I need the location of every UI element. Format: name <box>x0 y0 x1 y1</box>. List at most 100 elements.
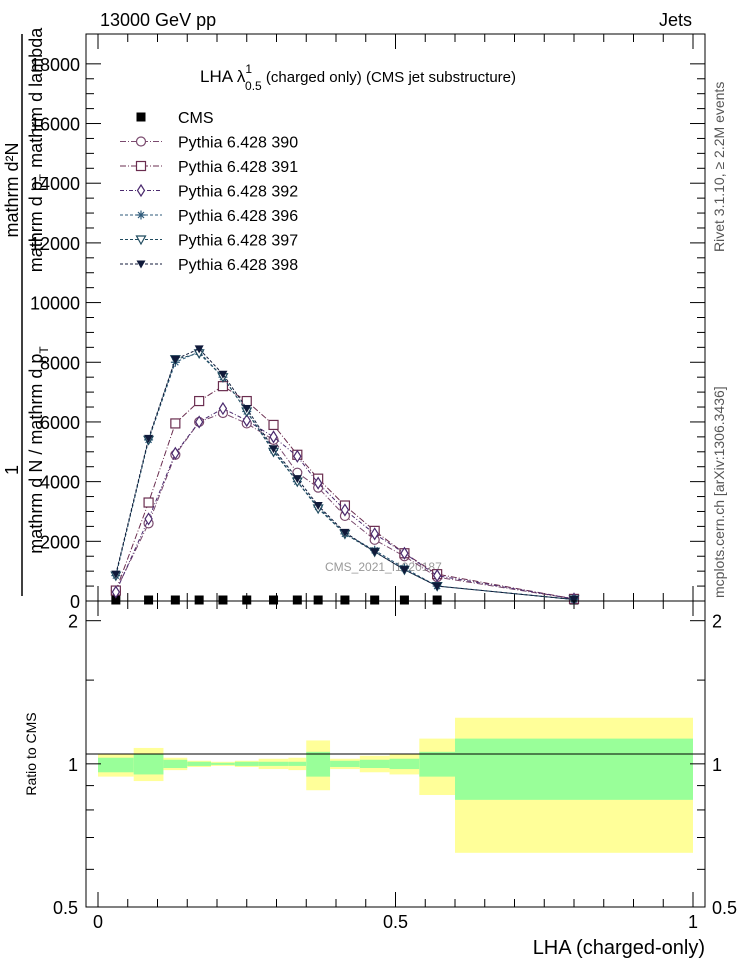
main-y-tick-label: 14000 <box>30 174 80 194</box>
ratio-y-label: Ratio to CMS <box>23 712 39 795</box>
main-y-tick-label: 10000 <box>30 294 80 314</box>
data-point <box>399 566 409 575</box>
mcplots-label: mcplots.cern.ch [arXiv:1306.3436] <box>711 386 727 598</box>
ylabel-denominator: mathrm d pTmathrm d lambda <box>26 27 51 272</box>
data-point <box>399 595 409 605</box>
data-point <box>217 381 229 392</box>
data-point <box>432 595 442 605</box>
ratio-bands <box>98 717 693 853</box>
ratio-band-inner <box>98 757 134 773</box>
x-tick-label: 0 <box>93 912 103 932</box>
header-energy: 13000 GeV pp <box>100 10 216 30</box>
data-point <box>313 476 323 490</box>
legend-marker <box>136 260 146 269</box>
data-point <box>292 475 302 484</box>
data-point <box>432 582 442 591</box>
legend-entry: Pythia 6.428 398 <box>120 257 298 274</box>
legend-marker <box>136 112 146 122</box>
legend-entry: Pythia 6.428 392 <box>120 184 298 201</box>
legend-label: Pythia 6.428 396 <box>178 208 298 225</box>
legend-marker <box>136 210 146 220</box>
ratio-y-tick-label: 2 <box>68 612 78 632</box>
data-point <box>218 370 228 379</box>
data-point <box>194 595 204 605</box>
ratio-band-inner <box>389 758 420 770</box>
main-y-label: 1 mathrm d²N mathrm d pTmathrm d lambda … <box>2 27 51 596</box>
main-y-tick-label: 8000 <box>40 353 80 373</box>
data-point <box>340 595 350 605</box>
plot-title-prefix: LHA λ <box>200 67 246 86</box>
data-point <box>111 570 121 579</box>
data-point <box>194 395 205 407</box>
legend-label: CMS <box>178 110 214 127</box>
ratio-y-tick-label: 0.5 <box>53 898 78 918</box>
legend-label: Pythia 6.428 391 <box>178 159 298 176</box>
data-point <box>218 401 228 416</box>
main-y-ticks: 0 2000 4000 6000 8000 10000 12000 14000 16000 180… <box>30 55 705 612</box>
data-point <box>111 595 121 605</box>
plot-title: LHA λ1 0.5 (charged only) (CMS jet substr… <box>200 62 516 93</box>
series-line <box>115 407 575 600</box>
data-point <box>144 595 154 605</box>
legend-entry: CMS <box>136 110 214 127</box>
data-point <box>170 355 180 364</box>
ratio-y-ticks: 0.5 0.5 1 1 2 2 <box>53 612 737 918</box>
legend-label: Pythia 6.428 392 <box>178 184 298 201</box>
data-point <box>313 595 323 605</box>
data-point <box>269 445 279 454</box>
legend: CMS Pythia 6.428 390 Pythia 6.428 391 Pythi… <box>120 110 298 274</box>
data-point <box>170 595 180 605</box>
series-pythia-6-428-392 <box>111 401 579 606</box>
data-point <box>242 595 252 605</box>
ylabel-one: 1 <box>2 465 22 475</box>
main-y-tick-label: 4000 <box>40 473 80 493</box>
ylabel-numerator: mathrm d²N <box>2 142 22 237</box>
ratio-band-inner <box>234 761 259 766</box>
main-y-tick-label: 16000 <box>30 115 80 135</box>
data-point <box>194 345 204 354</box>
data-point <box>268 419 279 431</box>
main-y-tick-label: 6000 <box>40 413 80 433</box>
ylabel-den-a: mathrm d p <box>26 181 46 272</box>
data-point <box>370 527 379 541</box>
plot-title-sup: 1 <box>245 62 252 76</box>
series-layer <box>110 345 580 606</box>
legend-label: Pythia 6.428 390 <box>178 135 298 152</box>
ratio-band-inner <box>330 760 360 767</box>
header-process: Jets <box>659 10 692 30</box>
rivet-version-label: Rivet 3.1.10, ≥ 2.2M events <box>711 82 727 252</box>
legend-entry: Pythia 6.428 390 <box>120 135 298 152</box>
legend-marker <box>135 136 147 147</box>
data-point <box>171 446 180 460</box>
data-point <box>340 528 350 537</box>
legend-marker <box>136 183 146 198</box>
series-line <box>115 352 575 601</box>
data-point <box>569 596 579 605</box>
ratio-y-tick-label: 1 <box>68 755 78 775</box>
data-point <box>242 413 251 428</box>
data-point <box>400 546 409 560</box>
data-point <box>269 430 278 444</box>
ylabel-lower: mathrm d N / mathrm d pT <box>26 346 51 554</box>
data-point <box>340 503 350 517</box>
data-point <box>111 585 121 599</box>
data-point <box>144 434 154 443</box>
main-y-tick-label: 2000 <box>40 532 80 552</box>
data-point <box>432 569 442 583</box>
ratio-band-inner <box>133 753 164 775</box>
main-y-tick-label: 12000 <box>30 234 80 254</box>
ratio-band-inner <box>187 761 212 766</box>
data-point <box>293 449 302 463</box>
data-point <box>242 405 252 414</box>
plot-title-rest: (charged only) (CMS jet substructure) <box>262 69 516 86</box>
data-point <box>144 512 153 526</box>
ratio-band-inner <box>163 759 188 769</box>
data-point <box>292 595 302 605</box>
ratio-band-inner <box>419 751 455 777</box>
ylabel-lower-main: mathrm d N / mathrm d p <box>26 354 46 554</box>
ratio-band-inner <box>258 761 289 766</box>
data-point <box>143 497 154 508</box>
ratio-band-inner <box>455 738 693 800</box>
ylabel-den-b: T <box>37 173 51 181</box>
